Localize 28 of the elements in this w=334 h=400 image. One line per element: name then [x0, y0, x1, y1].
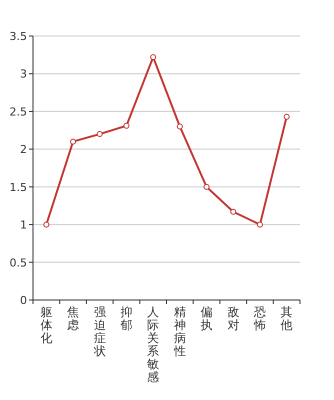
x-tick-label: 人际关系敏感 [147, 305, 160, 384]
point [284, 114, 290, 120]
x-tick-label: 敌对 [227, 305, 240, 332]
point [150, 54, 156, 60]
point [96, 131, 103, 138]
y-tick-label: 2.5 [10, 105, 27, 118]
x-tick-label: 抑郁 [120, 305, 132, 332]
y-tick-label: 0.5 [10, 256, 27, 270]
point [43, 222, 50, 228]
point [70, 138, 76, 145]
x-tick-label: 强迫症状 [92, 305, 106, 358]
point [123, 122, 130, 129]
y-tick-label: 3 [20, 68, 27, 81]
y-tick-label: 3.5 [10, 30, 27, 43]
point [230, 208, 236, 215]
point [176, 124, 183, 130]
x-tick-label: 焦虑 [67, 305, 80, 332]
x-tick-label: 恐怖 [252, 305, 266, 332]
point [256, 222, 263, 228]
y-tick-label: 1.5 [10, 180, 27, 194]
point [204, 184, 210, 190]
y-tick-label: 1 [20, 218, 27, 232]
x-tick-label: 精神病性 [172, 305, 186, 358]
x-tick-label: 偏执 [200, 305, 213, 332]
x-tick-label: 其他 [280, 305, 293, 332]
x-tick-label: 躯体化 [40, 305, 52, 345]
y-tick-label: 0 [20, 294, 27, 307]
y-tick-label: 2 [20, 143, 27, 156]
